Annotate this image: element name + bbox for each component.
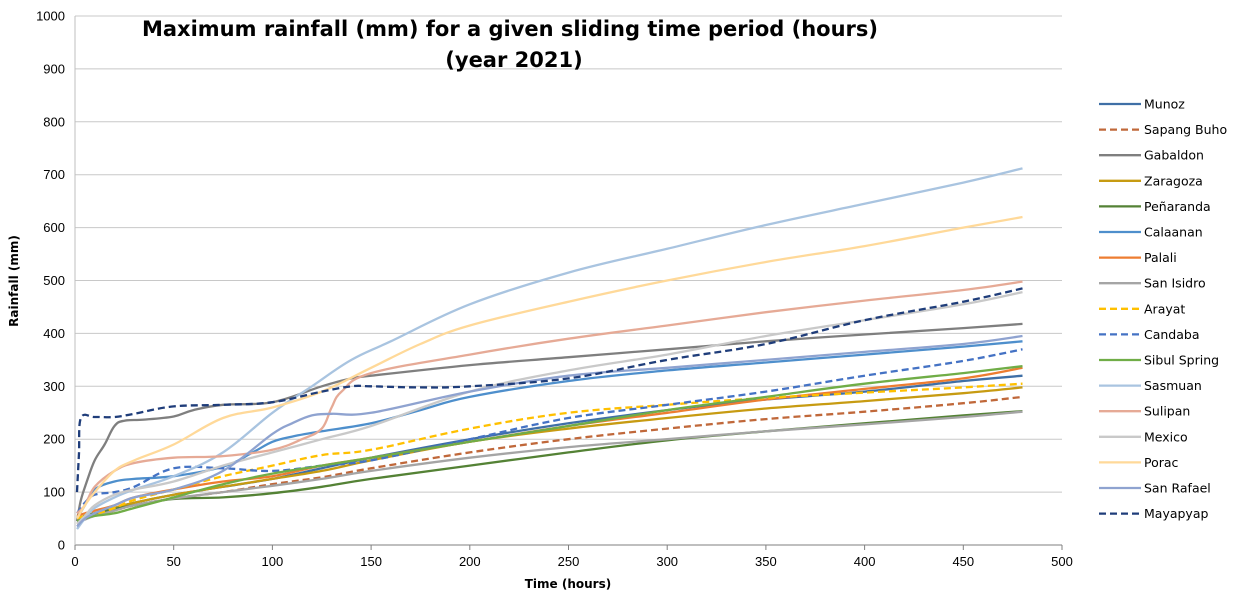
x-axis-ticks: 0 50 100 150 200 250 300 350 400 450 500 (71, 545, 1073, 569)
y-tick-label: 600 (43, 220, 65, 235)
y-tick-label: 900 (43, 61, 65, 76)
x-tick-label: 100 (262, 554, 284, 569)
x-tick-label: 500 (1051, 554, 1073, 569)
y-tick-label: 400 (43, 326, 65, 341)
legend-label-arayat: Arayat (1144, 301, 1185, 316)
chart-title-line-1: Maximum rainfall (mm) for a given slidin… (142, 17, 878, 41)
y-tick-label: 700 (43, 167, 65, 182)
series-line-san-rafael (76, 334, 1023, 528)
y-tick-label: 500 (43, 273, 65, 288)
series-line-sibul-spring (76, 365, 1023, 523)
y-tick-label: 800 (43, 114, 65, 129)
y-tick-label: 0 (58, 538, 65, 553)
x-tick-label: 200 (459, 554, 481, 569)
y-tick-label: 300 (43, 379, 65, 394)
legend-label-porac: Porac (1144, 455, 1179, 470)
x-tick-label: 450 (952, 554, 974, 569)
series-line-arayat (76, 382, 1023, 520)
y-axis-ticks: 0 100 200 300 400 500 600 700 800 900 1000 (36, 9, 65, 553)
legend-label-gabaldon: Gabaldon (1144, 148, 1204, 163)
x-tick-label: 400 (854, 554, 876, 569)
y-tick-label: 1000 (36, 9, 65, 24)
x-tick-label: 150 (360, 554, 382, 569)
series-line-mexico (76, 290, 1023, 525)
legend-label-sibul-spring: Sibul Spring (1144, 353, 1219, 368)
x-tick-label: 300 (656, 554, 678, 569)
series-line-candaba (76, 348, 1023, 514)
legend-label-san-rafael: San Rafael (1144, 481, 1211, 496)
legend-label-mayapyap: Mayapyap (1144, 506, 1208, 521)
y-axis-title: Rainfall (mm) (7, 235, 21, 327)
series-line-san-isidro (76, 410, 1023, 525)
legend-label-penaranda: Peñaranda (1144, 199, 1211, 214)
x-tick-label: 350 (755, 554, 777, 569)
legend-label-calaanan: Calaanan (1144, 225, 1203, 240)
legend-label-mexico: Mexico (1144, 429, 1188, 444)
series-line-calaanan (76, 340, 1023, 520)
legend-label-sulipan: Sulipan (1144, 404, 1190, 419)
series-line-porac (76, 215, 1023, 520)
legend-label-candaba: Candaba (1144, 327, 1200, 342)
series-line-sasmuan (76, 167, 1023, 530)
y-tick-label: 100 (43, 485, 65, 500)
x-tick-label: 250 (558, 554, 580, 569)
x-axis-title: Time (hours) (525, 577, 611, 591)
legend-label-palali: Palali (1144, 250, 1177, 265)
series-lines (75, 167, 1023, 530)
y-tick-label: 200 (43, 432, 65, 447)
x-tick-label: 50 (166, 554, 180, 569)
legend-label-san-isidro: San Isidro (1144, 276, 1206, 291)
legend-label-munoz: Munoz (1144, 97, 1185, 112)
legend-label-zaragoza: Zaragoza (1144, 173, 1203, 188)
chart-legend: Munoz Sapang Buho Gabaldon Zaragoza Peñarand… (1099, 97, 1227, 521)
series-line-mayapyap (75, 287, 1023, 493)
x-tick-label: 0 (71, 554, 78, 569)
legend-label-sasmuan: Sasmuan (1144, 378, 1202, 393)
chart-title-line-2: (year 2021) (445, 48, 582, 72)
legend-label-sapang-buho: Sapang Buho (1144, 122, 1227, 137)
